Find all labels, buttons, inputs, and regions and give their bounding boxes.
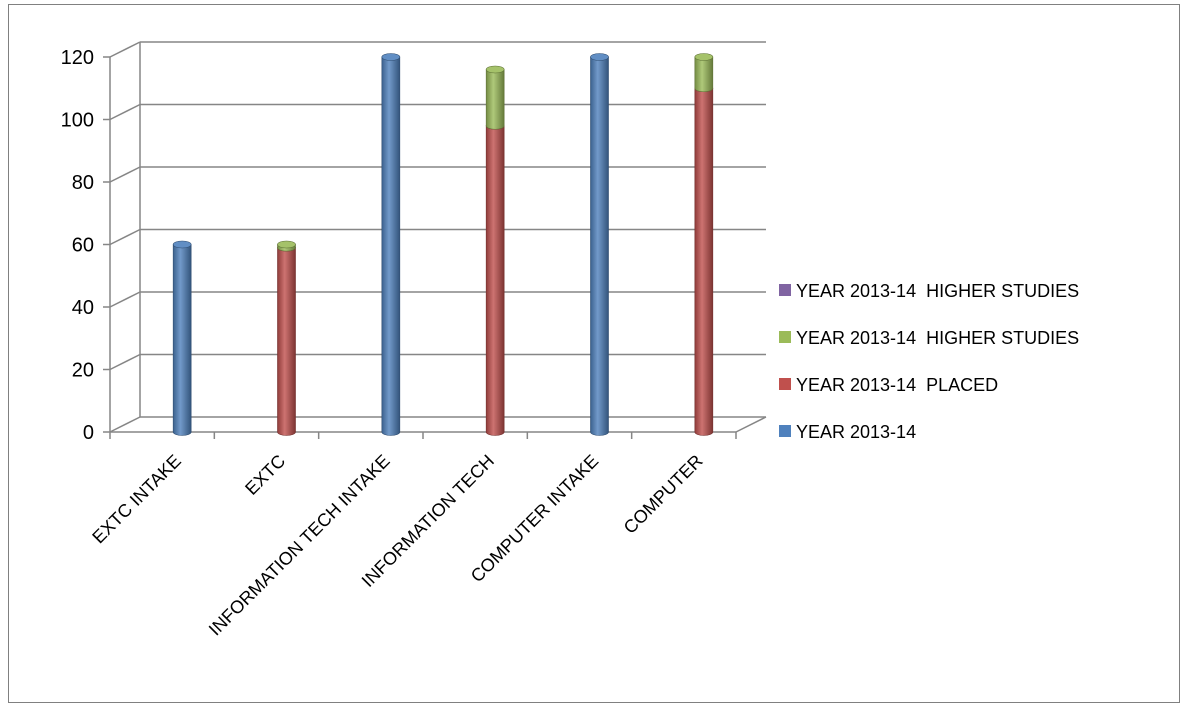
legend: YEAR 2013-14 HIGHER STUDIES YEAR 2013-14 … <box>779 281 1079 442</box>
y-tick-label: 100 <box>61 110 94 132</box>
chart-frame: 0 20 40 60 80 100 120 EXTC INTAKE EXTC INFORMATI… <box>8 4 1180 703</box>
legend-swatch <box>779 284 791 296</box>
bar-segment <box>485 121 505 436</box>
gridline-depth <box>109 166 141 183</box>
gridlines <box>109 41 766 433</box>
x-tick-label: EXTC INTAKE <box>88 451 185 548</box>
legend-label: YEAR 2013-14 <box>796 422 916 442</box>
bar-segment <box>172 240 192 436</box>
floor-edge <box>735 416 767 433</box>
bar-top <box>590 53 609 61</box>
bar-segment <box>381 53 401 436</box>
y-tick-label: 120 <box>61 47 94 69</box>
bar-body <box>590 56 609 436</box>
x-tick-label: EXTC <box>241 451 289 499</box>
chart: 0 20 40 60 80 100 120 EXTC INTAKE EXTCINFORMATI… <box>61 41 1079 640</box>
gridline-depth <box>109 228 141 246</box>
bar-top <box>694 53 714 61</box>
bar-body <box>381 56 401 436</box>
bar-body <box>485 125 505 436</box>
y-tick-label: 40 <box>72 297 94 319</box>
x-tick-label: COMPUTER <box>620 451 707 538</box>
y-tick-label: 80 <box>72 172 94 194</box>
y-tick-label: 0 <box>83 422 94 444</box>
axes <box>103 42 767 439</box>
bars <box>172 53 714 436</box>
bar-body <box>485 69 505 130</box>
bar-segment <box>485 65 505 130</box>
bar-body <box>277 247 296 436</box>
gridline-depth <box>109 353 141 371</box>
y-tick-labels: 0 20 40 60 80 100 120 <box>61 47 94 444</box>
bar-top <box>485 65 505 74</box>
gridline-depth <box>109 291 141 308</box>
legend-swatch <box>779 378 791 390</box>
bar-segment <box>694 53 714 93</box>
legend-swatch <box>779 331 791 343</box>
legend-label: YEAR 2013-14 PLACED <box>796 375 998 395</box>
gridline-depth <box>109 41 141 58</box>
gridline-depth <box>109 416 141 433</box>
bar-segment <box>277 243 296 436</box>
legend-swatch <box>779 425 791 437</box>
bar-top <box>277 240 296 249</box>
bar-segment <box>694 84 714 436</box>
gridline-depth <box>109 103 141 121</box>
bar-body <box>172 244 192 436</box>
legend-label: YEAR 2013-14 HIGHER STUDIES <box>796 281 1079 301</box>
bar-body <box>694 56 714 93</box>
bar-top <box>381 53 401 61</box>
bar-segment <box>590 53 609 436</box>
bar-body <box>694 87 714 436</box>
x-tick-label: INFORMATION TECH INTAKE <box>205 451 394 640</box>
bar-segment <box>277 240 296 252</box>
y-tick-label: 20 <box>72 360 94 382</box>
legend-label: YEAR 2013-14 HIGHER STUDIES <box>796 328 1079 348</box>
y-tick-label: 60 <box>72 235 94 257</box>
bar-top <box>172 240 192 249</box>
